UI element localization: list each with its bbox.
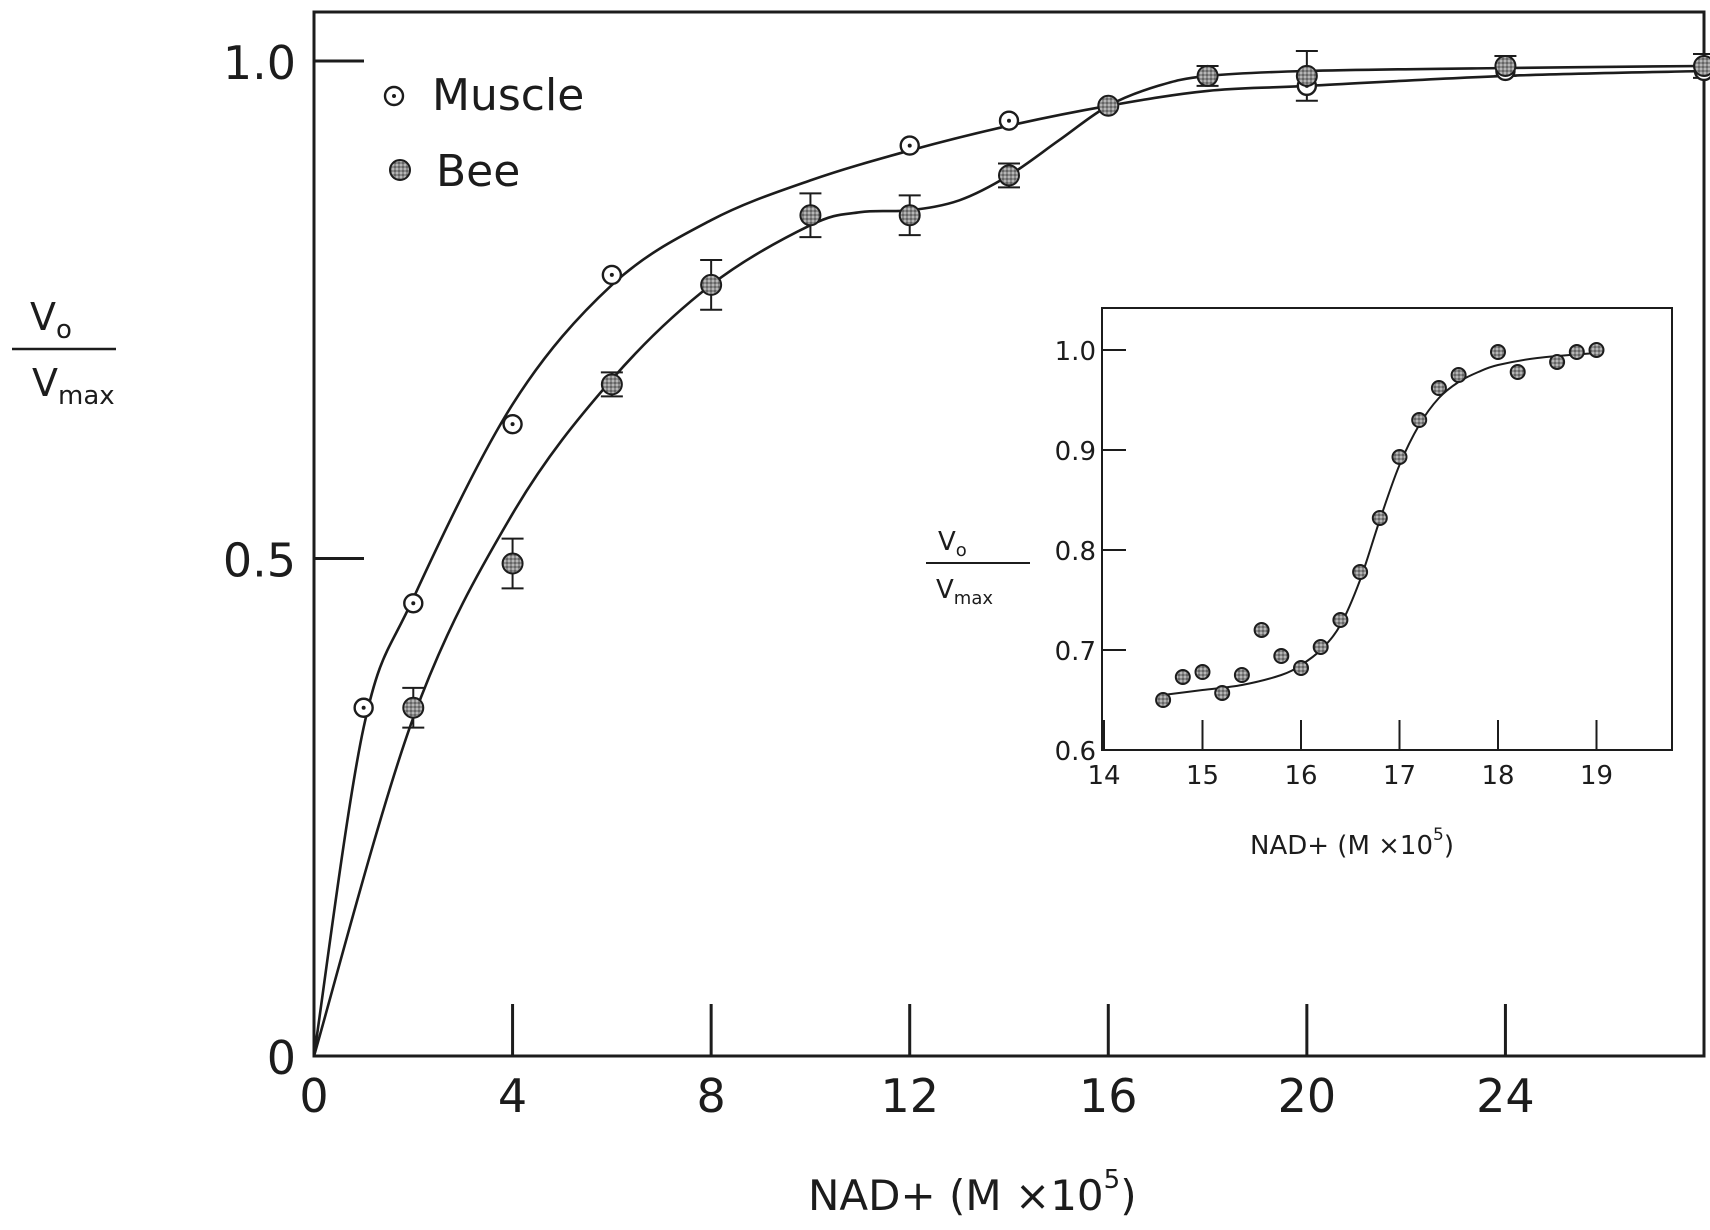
inset-point: [1273, 648, 1290, 664]
inset-point: [1411, 412, 1428, 428]
legend-label-muscle: Muscle: [432, 70, 584, 121]
main-chart: 0 0.5 1.0 0 4 8 12 16 20 24 Vo Vmax NAD+ (M ×105…: [12, 10, 1710, 1220]
main-y-tick-label: 0.5: [223, 534, 296, 588]
point-muscle: [403, 593, 424, 614]
main-x-tick-label: 12: [880, 1069, 939, 1123]
inset-y-ticks: [1102, 349, 1126, 651]
main-x-tick-label: 24: [1476, 1069, 1535, 1123]
inset-y-tick-label: 0.7: [1055, 637, 1096, 667]
main-plot-frame: [312, 10, 1706, 1058]
point-bee: [501, 552, 524, 575]
point-bee: [1196, 64, 1219, 87]
inset-point: [1391, 449, 1408, 465]
main-y-tick-label: 0: [267, 1031, 296, 1085]
inset-x-tick-label: 15: [1186, 761, 1219, 791]
point-bee: [700, 273, 723, 296]
inset-point: [1253, 622, 1270, 638]
inset-y-label-den: Vmax: [936, 575, 993, 609]
point-bee: [799, 204, 822, 227]
point-bee: [402, 696, 425, 719]
main-points: [353, 54, 1710, 719]
inset-y-tick-label: 1.0: [1055, 337, 1096, 367]
legend-item-bee: Bee: [389, 146, 520, 197]
inset-x-label-close: ): [1444, 831, 1454, 861]
point-bee: [898, 204, 921, 227]
inset-y-label-num: Vo: [938, 527, 967, 561]
inset-y-tick-labels: 0.6 0.7 0.8 0.9 1.0: [1055, 337, 1096, 767]
main-y-axis-label: Vo Vmax: [12, 295, 116, 411]
inset-point: [1549, 354, 1566, 370]
inset-points: [1155, 342, 1605, 708]
main-y-label-num-sub: o: [56, 315, 72, 345]
main-y-tick-label: 1.0: [223, 36, 296, 90]
inset-point: [1450, 367, 1467, 383]
inset-point: [1312, 639, 1329, 655]
inset-point: [1155, 692, 1172, 708]
main-y-ticks: [314, 59, 364, 560]
inset-point: [1509, 364, 1526, 380]
point-bee: [1494, 54, 1517, 77]
main-y-label-den-sub: max: [58, 381, 115, 411]
inset-point: [1233, 667, 1250, 683]
inset-point: [1352, 564, 1369, 580]
inset-x-label-exp: 5: [1433, 825, 1444, 845]
inset-x-tick-labels: 14 15 16 17 18 19: [1087, 761, 1613, 791]
legend: Muscle Bee: [383, 70, 584, 197]
main-x-axis-label: NAD+ (M ×105): [808, 1165, 1137, 1220]
inset-chart: 0.6 0.7 0.8 0.9 1.0 14 15 16 17 18 19 Vo Vmax NAD…: [926, 307, 1673, 861]
inset-point: [1371, 510, 1388, 526]
inset-point: [1194, 664, 1211, 680]
main-x-label-close: ): [1120, 1171, 1136, 1220]
inset-x-tick-label: 16: [1284, 761, 1317, 791]
inset-y-axis-label: Vo Vmax: [926, 527, 1030, 609]
main-y-label-den: Vmax: [32, 361, 115, 411]
inset-point: [1568, 344, 1585, 360]
inset-x-tick-label: 18: [1481, 761, 1514, 791]
legend-item-muscle: Muscle: [383, 70, 584, 121]
inset-x-ticks: [1103, 720, 1598, 750]
inset-point: [1214, 685, 1231, 701]
main-y-tick-labels: 0 0.5 1.0: [223, 36, 296, 1085]
inset-y-tick-label: 0.8: [1055, 537, 1096, 567]
main-x-tick-label: 0: [299, 1069, 328, 1123]
point-muscle: [502, 413, 523, 435]
inset-point: [1588, 342, 1605, 358]
point-bee: [1097, 94, 1120, 117]
main-x-tick-label: 4: [498, 1069, 527, 1123]
inset-point: [1430, 380, 1447, 396]
main-x-label-exp: 5: [1104, 1165, 1121, 1195]
main-x-tick-label: 20: [1278, 1069, 1337, 1123]
curve-muscle: [312, 69, 1705, 1057]
legend-marker-bee: [389, 159, 411, 181]
main-x-ticks: [511, 1004, 1507, 1056]
point-muscle: [601, 264, 623, 286]
point-muscle: [998, 110, 1020, 131]
inset-point: [1293, 660, 1309, 676]
inset-plot-frame: [1101, 307, 1673, 751]
main-x-tick-label: 16: [1079, 1069, 1138, 1123]
point-muscle: [353, 697, 374, 718]
inset-x-axis-label: NAD+ (M ×105): [1250, 825, 1454, 861]
point-bee: [1693, 54, 1710, 77]
inset-x-tick-label: 14: [1087, 761, 1120, 791]
main-x-tick-label: 8: [697, 1069, 726, 1123]
inset-x-tick-label: 19: [1580, 761, 1613, 791]
point-bee: [1295, 64, 1318, 87]
inset-y-label-den-sub: max: [954, 588, 994, 609]
inset-point: [1174, 669, 1191, 685]
point-muscle: [899, 135, 920, 156]
inset-point: [1332, 612, 1349, 628]
point-bee: [998, 164, 1020, 187]
inset-y-tick-label: 0.6: [1055, 737, 1096, 767]
main-y-label-num: Vo: [30, 295, 72, 345]
main-x-tick-labels: 0 4 8 12 16 20 24: [299, 1069, 1534, 1123]
inset-x-tick-label: 17: [1383, 761, 1416, 791]
inset-y-tick-label: 0.9: [1055, 437, 1096, 467]
inset-y-label-num-sub: o: [956, 540, 967, 561]
inset-point: [1490, 344, 1506, 360]
legend-label-bee: Bee: [436, 146, 520, 197]
point-bee: [600, 373, 623, 396]
